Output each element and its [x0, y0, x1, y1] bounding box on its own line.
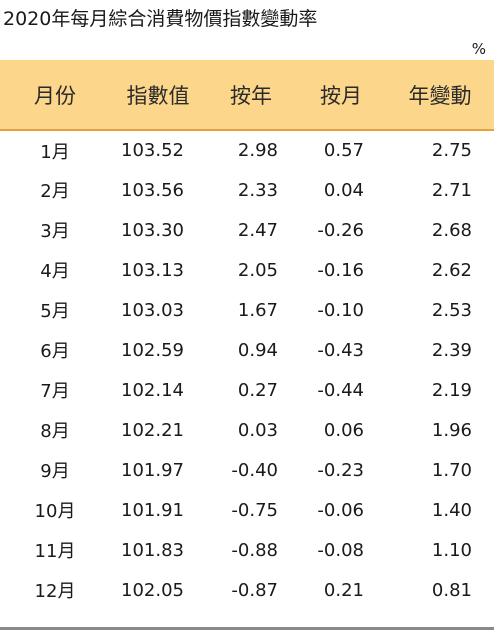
- cell-yoy: -0.40: [231, 459, 278, 481]
- table-row: 1月 103.52 2.98 0.57 2.75: [0, 130, 494, 170]
- cell-annual-change: 1.10: [431, 539, 472, 561]
- cell-annual-change: 2.53: [431, 299, 472, 321]
- cell-month: 5月: [40, 301, 70, 322]
- table-row: 6月 102.59 0.94 -0.43 2.39: [0, 330, 494, 370]
- cell-month: 12月: [34, 581, 76, 602]
- cell-index: 101.83: [121, 539, 184, 561]
- bottom-rule: [0, 627, 494, 630]
- table-row: 2月 103.56 2.33 0.04 2.71: [0, 170, 494, 210]
- cell-index: 103.30: [121, 219, 184, 241]
- cell-mom: 0.21: [323, 579, 364, 601]
- cell-month: 4月: [40, 261, 70, 282]
- table-row: 11月 101.83 -0.88 -0.08 1.10: [0, 530, 494, 570]
- cell-yoy: -0.75: [231, 499, 278, 521]
- cell-yoy: 1.67: [237, 299, 278, 321]
- header-index: 指數值: [110, 60, 206, 131]
- cell-yoy: -0.88: [231, 539, 278, 561]
- cell-index: 103.56: [121, 179, 184, 201]
- cell-yoy: 0.94: [237, 339, 278, 361]
- cell-month: 11月: [34, 541, 76, 562]
- table-row: 8月 102.21 0.03 0.06 1.96: [0, 410, 494, 450]
- cell-annual-change: 2.75: [431, 140, 472, 161]
- cell-annual-change: 1.96: [431, 419, 472, 441]
- cell-index: 102.14: [121, 379, 184, 401]
- cell-annual-change: 2.68: [431, 219, 472, 241]
- table-row: 9月 101.97 -0.40 -0.23 1.70: [0, 450, 494, 490]
- cell-annual-change: 2.39: [431, 339, 472, 361]
- cell-month: 3月: [40, 221, 70, 242]
- cell-mom: -0.43: [317, 339, 364, 361]
- cell-month: 9月: [40, 461, 70, 482]
- cell-mom: 0.04: [323, 179, 364, 201]
- cell-mom: -0.10: [317, 299, 364, 321]
- cell-month: 6月: [40, 341, 70, 362]
- cell-annual-change: 2.19: [431, 379, 472, 401]
- table-row: 7月 102.14 0.27 -0.44 2.19: [0, 370, 494, 410]
- cell-mom: -0.16: [317, 259, 364, 281]
- cell-index: 101.91: [121, 499, 184, 521]
- cell-mom: -0.08: [317, 539, 364, 561]
- cell-index: 102.05: [121, 579, 184, 601]
- cell-mom: 0.06: [323, 419, 364, 441]
- cell-mom: -0.26: [317, 219, 364, 241]
- cell-annual-change: 2.62: [431, 259, 472, 281]
- cell-index: 102.21: [121, 419, 184, 441]
- cell-yoy: 2.98: [237, 140, 278, 161]
- cell-index: 102.59: [121, 339, 184, 361]
- header-yoy: 按年: [206, 60, 296, 131]
- cell-yoy: 0.27: [237, 379, 278, 401]
- table-row: 3月 103.30 2.47 -0.26 2.68: [0, 210, 494, 250]
- table-row: 12月 102.05 -0.87 0.21 0.81: [0, 570, 494, 610]
- table-row: 10月 101.91 -0.75 -0.06 1.40: [0, 490, 494, 530]
- cell-annual-change: 1.40: [431, 499, 472, 521]
- cell-yoy: 2.05: [237, 259, 278, 281]
- cell-annual-change: 1.70: [431, 459, 472, 481]
- header-month: 月份: [0, 60, 110, 131]
- cell-month: 10月: [34, 501, 76, 522]
- cell-yoy: -0.87: [231, 579, 278, 601]
- cell-month: 8月: [40, 421, 70, 442]
- cell-yoy: 2.33: [237, 179, 278, 201]
- cell-index: 103.03: [121, 299, 184, 321]
- cell-index: 103.52: [121, 140, 184, 161]
- cell-month: 7月: [40, 381, 70, 402]
- cell-annual-change: 0.81: [431, 579, 472, 601]
- cpi-table: 月份 指數值 按年 按月 年變動 1月 103.52 2.98 0.57 2.75 2月 1…: [0, 60, 494, 610]
- cell-yoy: 2.47: [237, 219, 278, 241]
- table-row: 4月 103.13 2.05 -0.16 2.62: [0, 250, 494, 290]
- cell-index: 101.97: [121, 459, 184, 481]
- cell-mom: -0.23: [317, 459, 364, 481]
- cell-month: 2月: [40, 181, 70, 202]
- cell-mom: -0.44: [317, 379, 364, 401]
- unit-label: %: [471, 40, 486, 58]
- table-row: 5月 103.03 1.67 -0.10 2.53: [0, 290, 494, 330]
- cell-yoy: 0.03: [237, 419, 278, 441]
- header-annual-change: 年變動: [386, 60, 494, 131]
- cell-month: 1月: [40, 141, 70, 163]
- page-title: 2020年每月綜合消費物價指數變動率: [3, 8, 318, 30]
- cell-annual-change: 2.71: [431, 179, 472, 201]
- table-body: 1月 103.52 2.98 0.57 2.75 2月 103.56 2.33 0.04 2.71…: [0, 130, 494, 610]
- cell-index: 103.13: [121, 259, 184, 281]
- cell-mom: -0.06: [317, 499, 364, 521]
- cell-mom: 0.57: [323, 140, 364, 161]
- table-header-row: 月份 指數值 按年 按月 年變動: [0, 60, 494, 131]
- header-mom: 按月: [296, 60, 386, 131]
